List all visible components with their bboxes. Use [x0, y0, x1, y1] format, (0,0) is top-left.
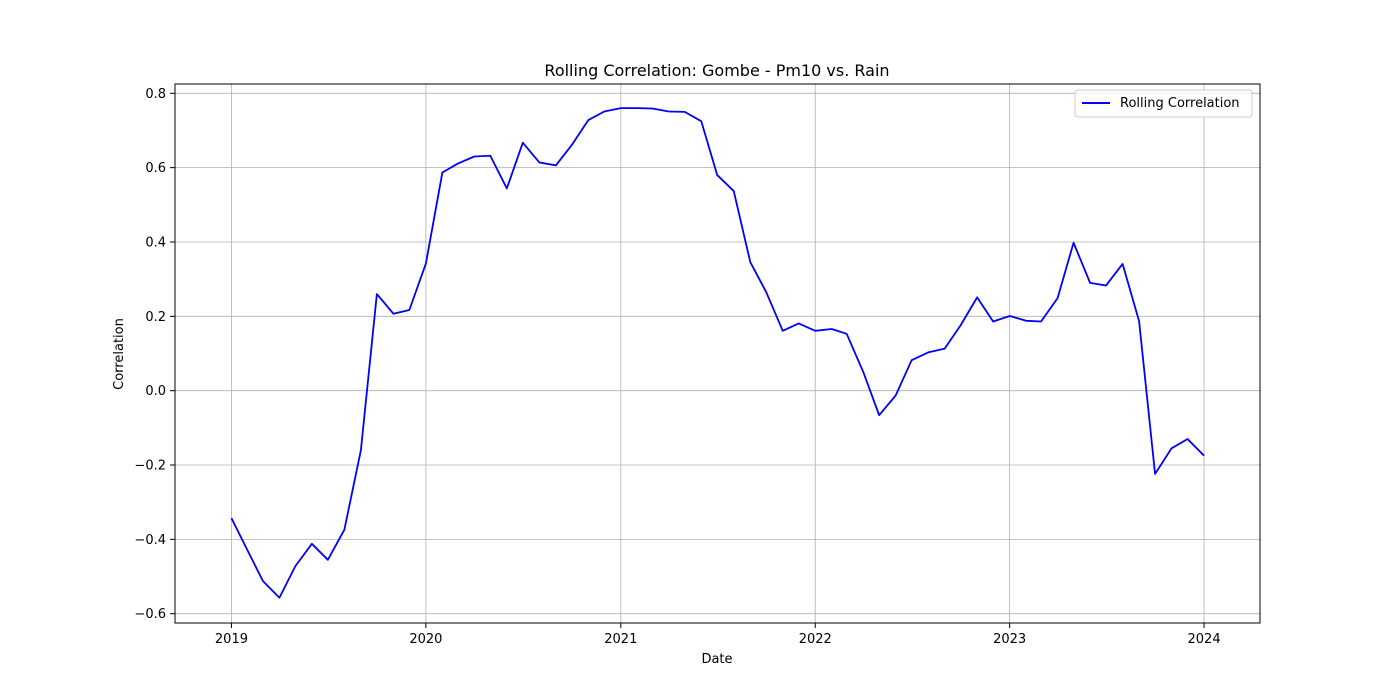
y-tick-label: 0.2: [145, 310, 166, 325]
y-tick-label: 0.6: [145, 161, 166, 176]
legend-box: [1074, 89, 1253, 118]
series-layer: [230, 107, 1205, 599]
x-tick-label: 2024: [1188, 632, 1221, 647]
x-tick-label: 2022: [799, 632, 832, 647]
chart-title: Rolling Correlation: Gombe - Pm10 vs. Ra…: [544, 61, 889, 80]
grid: [175, 84, 1260, 623]
y-tick-label: −0.2: [134, 459, 166, 474]
x-axis-label: Date: [701, 652, 732, 667]
y-tick-label: −0.4: [134, 533, 166, 548]
x-tick-label: 2023: [993, 632, 1026, 647]
legend: Rolling Correlation: [1074, 89, 1253, 118]
y-tick-label: 0.0: [145, 384, 166, 399]
x-tick-label: 2021: [604, 632, 637, 647]
plot-frame: [174, 83, 1261, 624]
series-line: [230, 107, 1205, 599]
y-tick-label: −0.6: [134, 607, 166, 622]
y-axis-label: Correlation: [112, 318, 127, 390]
x-tick-label: 2019: [215, 632, 248, 647]
y-tick-label: 0.4: [145, 235, 166, 250]
y-axis: −0.6 −0.4 −0.2 0.0 0.2 0.4 0.6 0.8: [134, 87, 175, 622]
x-axis: 2019 2020 2021 2022 2023 2024: [215, 623, 1221, 647]
y-tick-label: 0.8: [145, 87, 166, 102]
x-tick-label: 2020: [409, 632, 442, 647]
legend-label: Rolling Correlation: [1120, 96, 1240, 111]
